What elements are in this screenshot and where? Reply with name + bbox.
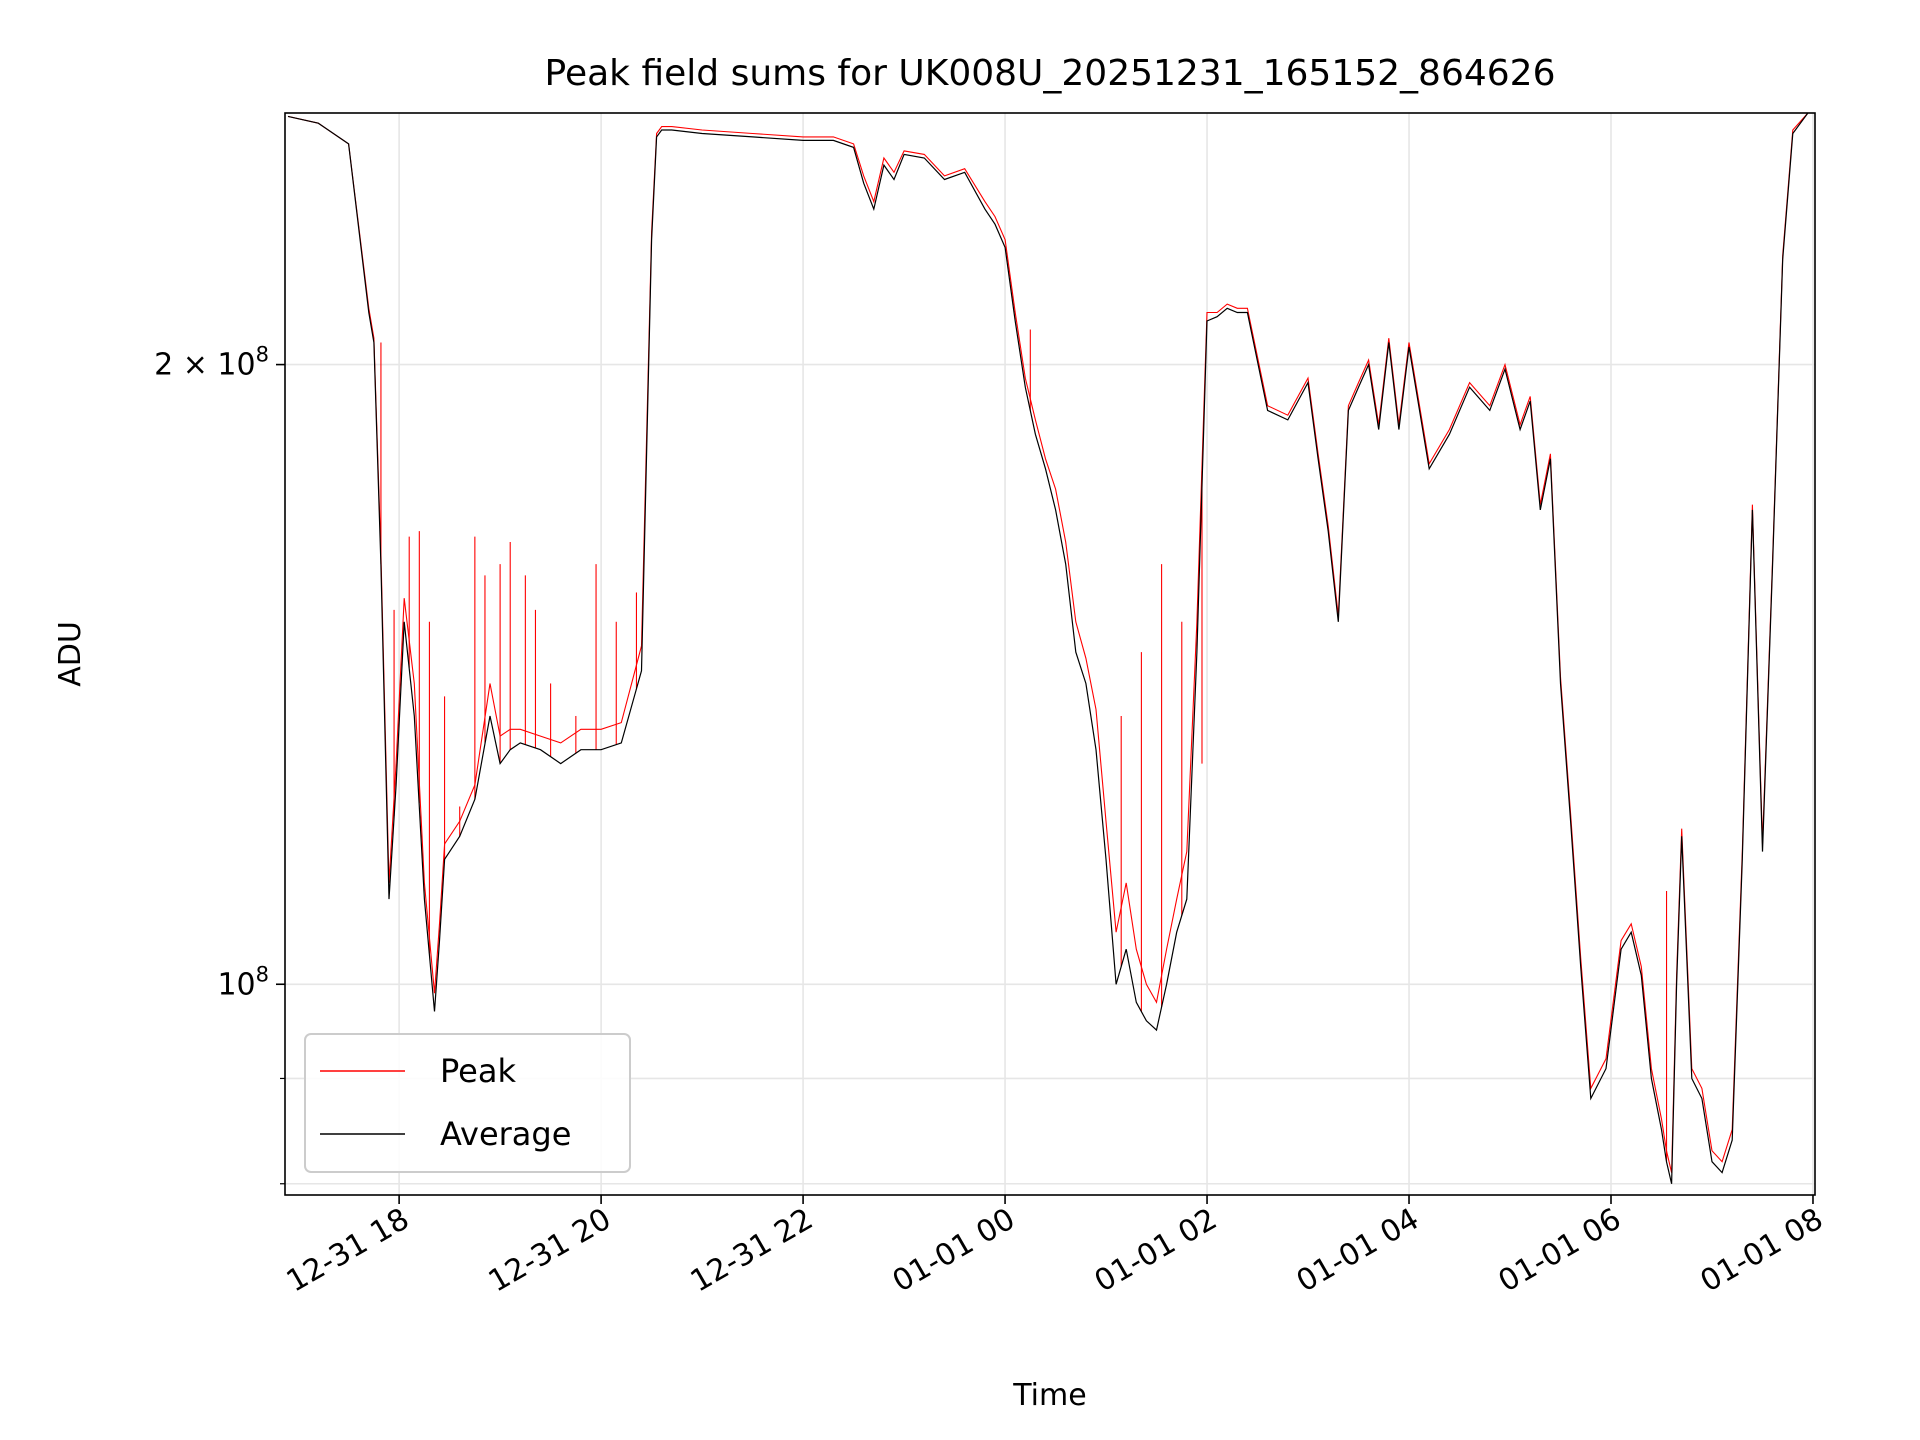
y-axis-label: ADU [53, 621, 88, 687]
series-lines [287, 113, 1809, 1184]
y-axis: 108 2 × 108 [154, 343, 285, 1185]
series-average-line [287, 113, 1809, 1184]
x-axis-label: Time [1012, 1378, 1086, 1413]
legend-peak-label: Peak [440, 1052, 516, 1090]
chart-title: Peak field sums for UK008U_20251231_1651… [545, 53, 1556, 94]
legend-box [304, 1033, 631, 1173]
legend-average-label: Average [440, 1115, 571, 1153]
grid [285, 113, 1815, 1195]
plot-frame [284, 112, 1816, 1196]
series-group [287, 113, 1809, 1184]
y-tick-label: 108 [217, 962, 269, 1002]
y-tick-label: 2 × 108 [154, 343, 269, 383]
legend: Peak Average [304, 1033, 631, 1173]
